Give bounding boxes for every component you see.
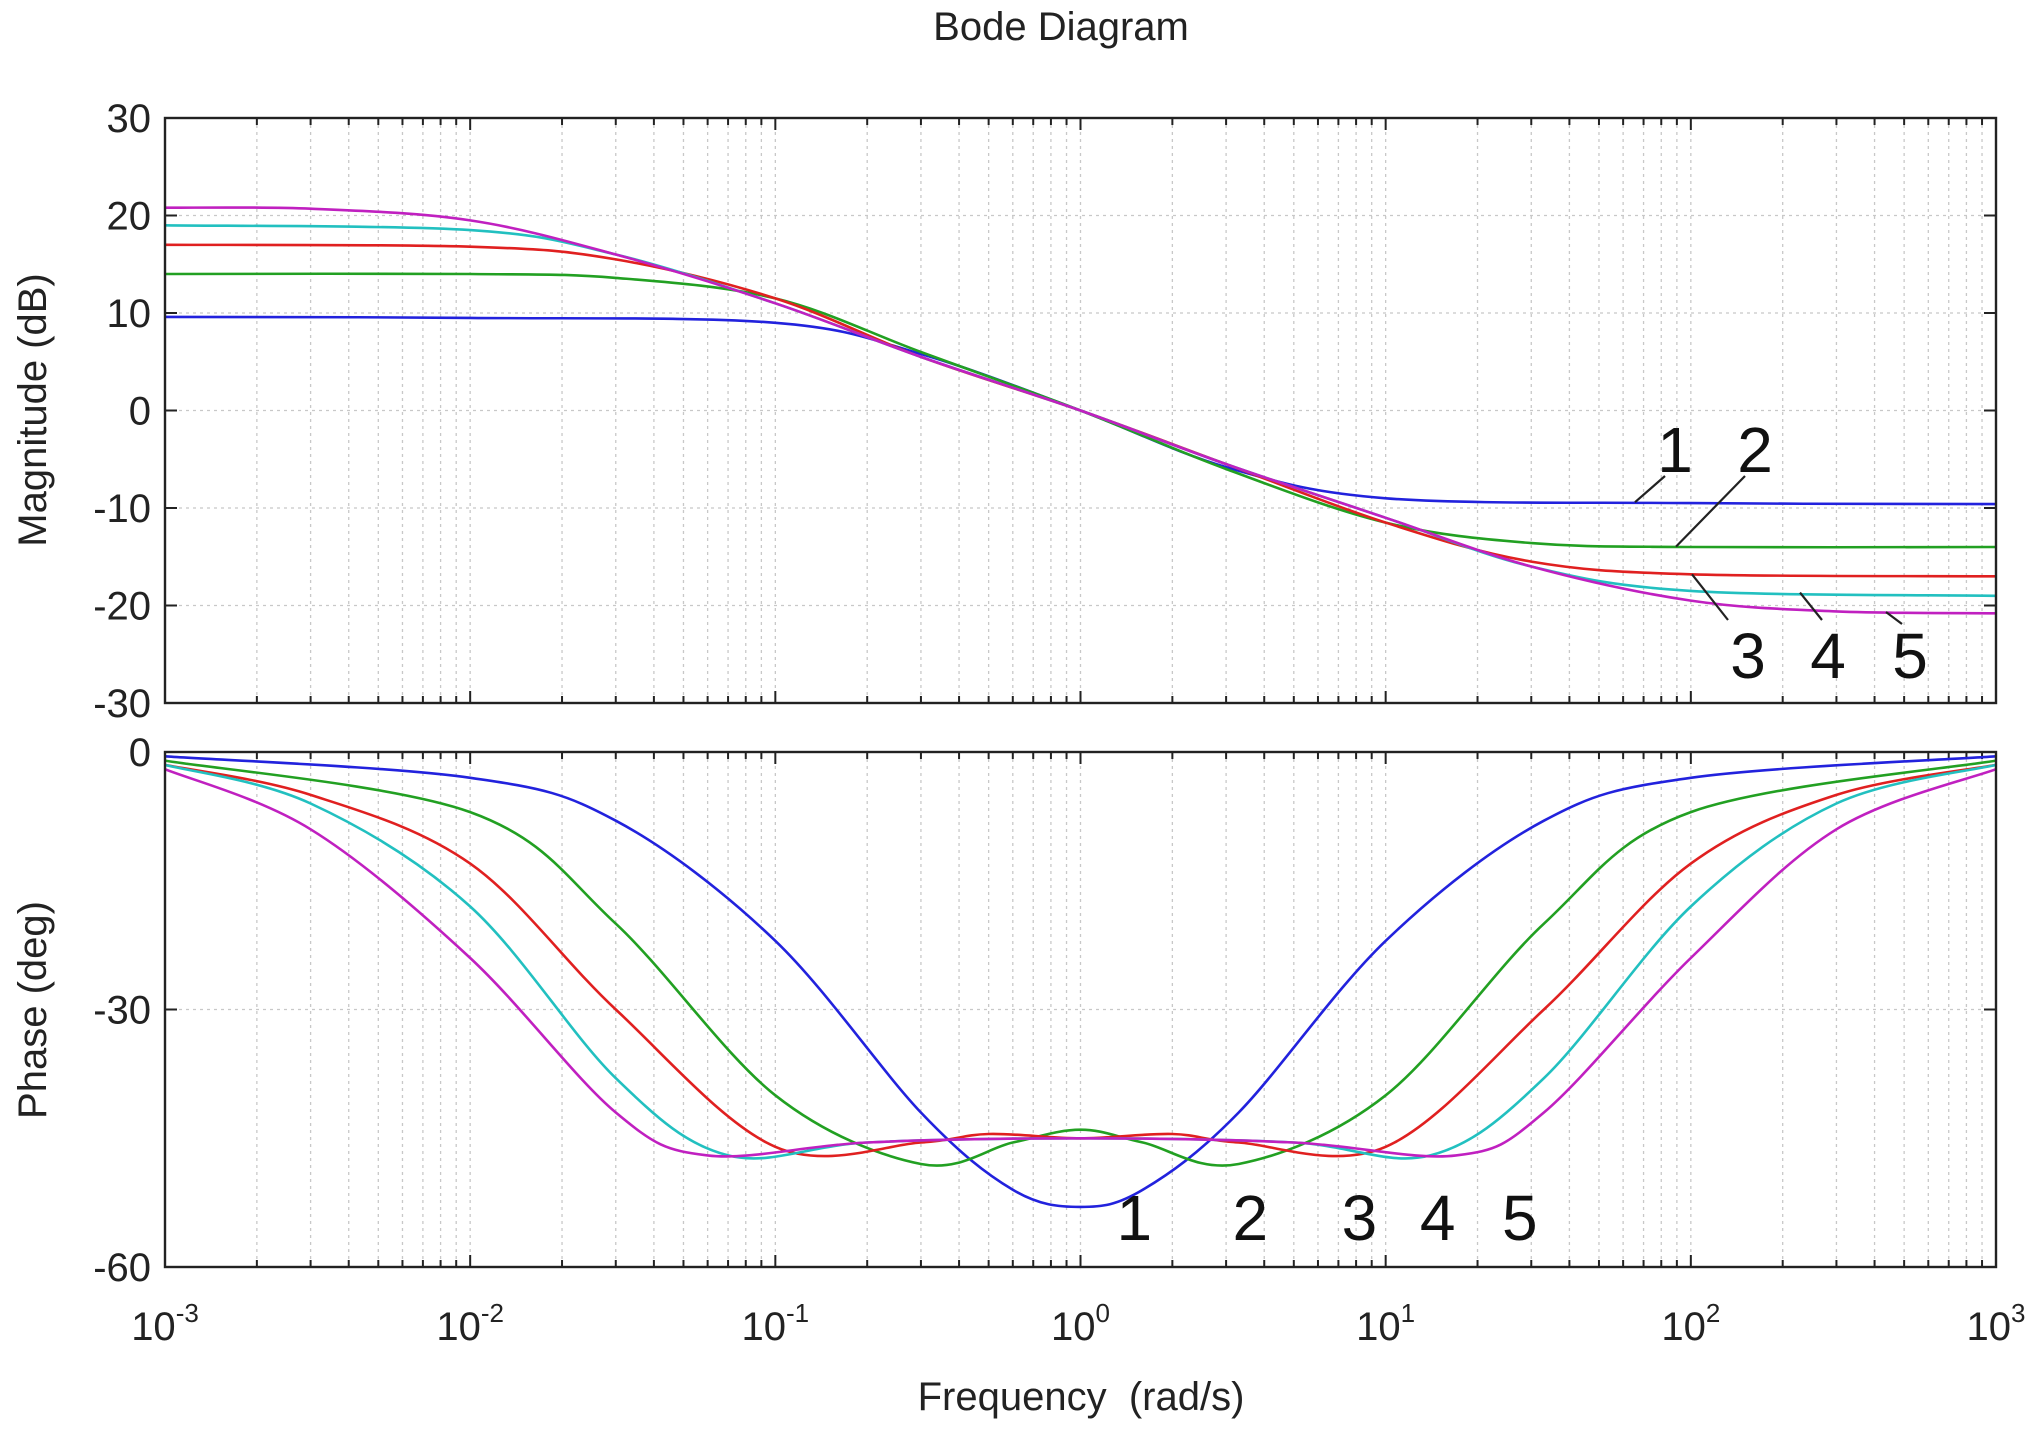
y-tick-label: -30 [93,989,151,1033]
x-tick-base: 10 [742,1305,787,1349]
y-tick-label: 10 [107,292,152,336]
y-tick-label: -60 [93,1246,151,1290]
x-tick-base: 10 [1967,1305,2012,1349]
y-tick-label: 20 [107,195,152,239]
curve-label-3: 3 [1730,620,1766,692]
curve-label-2: 2 [1232,1182,1268,1254]
curve-label-1: 1 [1657,414,1693,486]
curve-label-5: 5 [1892,620,1928,692]
x-tick-label: 10-1 [742,1298,810,1349]
curve-label-4: 4 [1420,1182,1456,1254]
curve-label-3: 3 [1342,1182,1378,1254]
label-leader-line [1675,475,1746,548]
label-leader-line [1691,573,1729,621]
x-axis-label: Frequency (rad/s) [918,1375,1245,1419]
series-5-line [164,767,1997,1158]
x-tick-exponent: 1 [1401,1298,1415,1328]
x-tick-exponent: 0 [1096,1298,1110,1328]
series-2-line [164,759,1997,1167]
x-tick-exponent: 3 [2011,1298,2025,1328]
curve-label-4: 4 [1810,620,1846,692]
y-tick-label: 0 [129,390,151,434]
x-tick-label: 10-3 [131,1298,199,1349]
label-leader-line [1634,475,1666,504]
x-tick-exponent: 2 [1706,1298,1720,1328]
x-tick-label: 100 [1051,1298,1110,1349]
phase-axis-label: Phase (deg) [11,901,55,1119]
x-tick-label: 102 [1661,1298,1720,1349]
label-leader-line [1799,591,1823,621]
x-tick-exponent: -3 [176,1298,199,1328]
curve-label-2: 2 [1737,414,1773,486]
curve-label-1: 1 [1116,1182,1152,1254]
y-tick-label: 30 [107,97,152,141]
x-tick-label: 103 [1967,1298,2026,1349]
y-tick-label: -10 [93,487,151,531]
x-tick-label: 101 [1356,1298,1415,1349]
y-tick-label: -20 [93,585,151,629]
y-tick-label: -30 [93,682,151,726]
x-tick-exponent: -2 [481,1298,504,1328]
phase-plot-frame [163,750,1998,1269]
magnitude-plot-frame [163,116,1998,705]
x-tick-label: 10-2 [436,1298,504,1349]
series-5-line [164,206,1997,615]
curve-label-5: 5 [1502,1182,1538,1254]
x-tick-base: 10 [436,1305,481,1349]
x-tick-base: 10 [131,1305,176,1349]
label-leader-line [1885,611,1903,625]
y-tick-label: 0 [129,731,151,775]
magnitude-axis-label: Magnitude (dB) [11,273,55,546]
x-tick-base: 10 [1051,1305,1096,1349]
series-1-line [164,755,1997,1209]
chart-title: Bode Diagram [933,5,1189,49]
x-tick-exponent: -1 [786,1298,809,1328]
magnitude-panel: 1 2 3 4 5 30 20 10 0 -10 -20 -30 [93,97,1998,726]
x-tick-base: 10 [1356,1305,1401,1349]
x-tick-base: 10 [1661,1305,1706,1349]
